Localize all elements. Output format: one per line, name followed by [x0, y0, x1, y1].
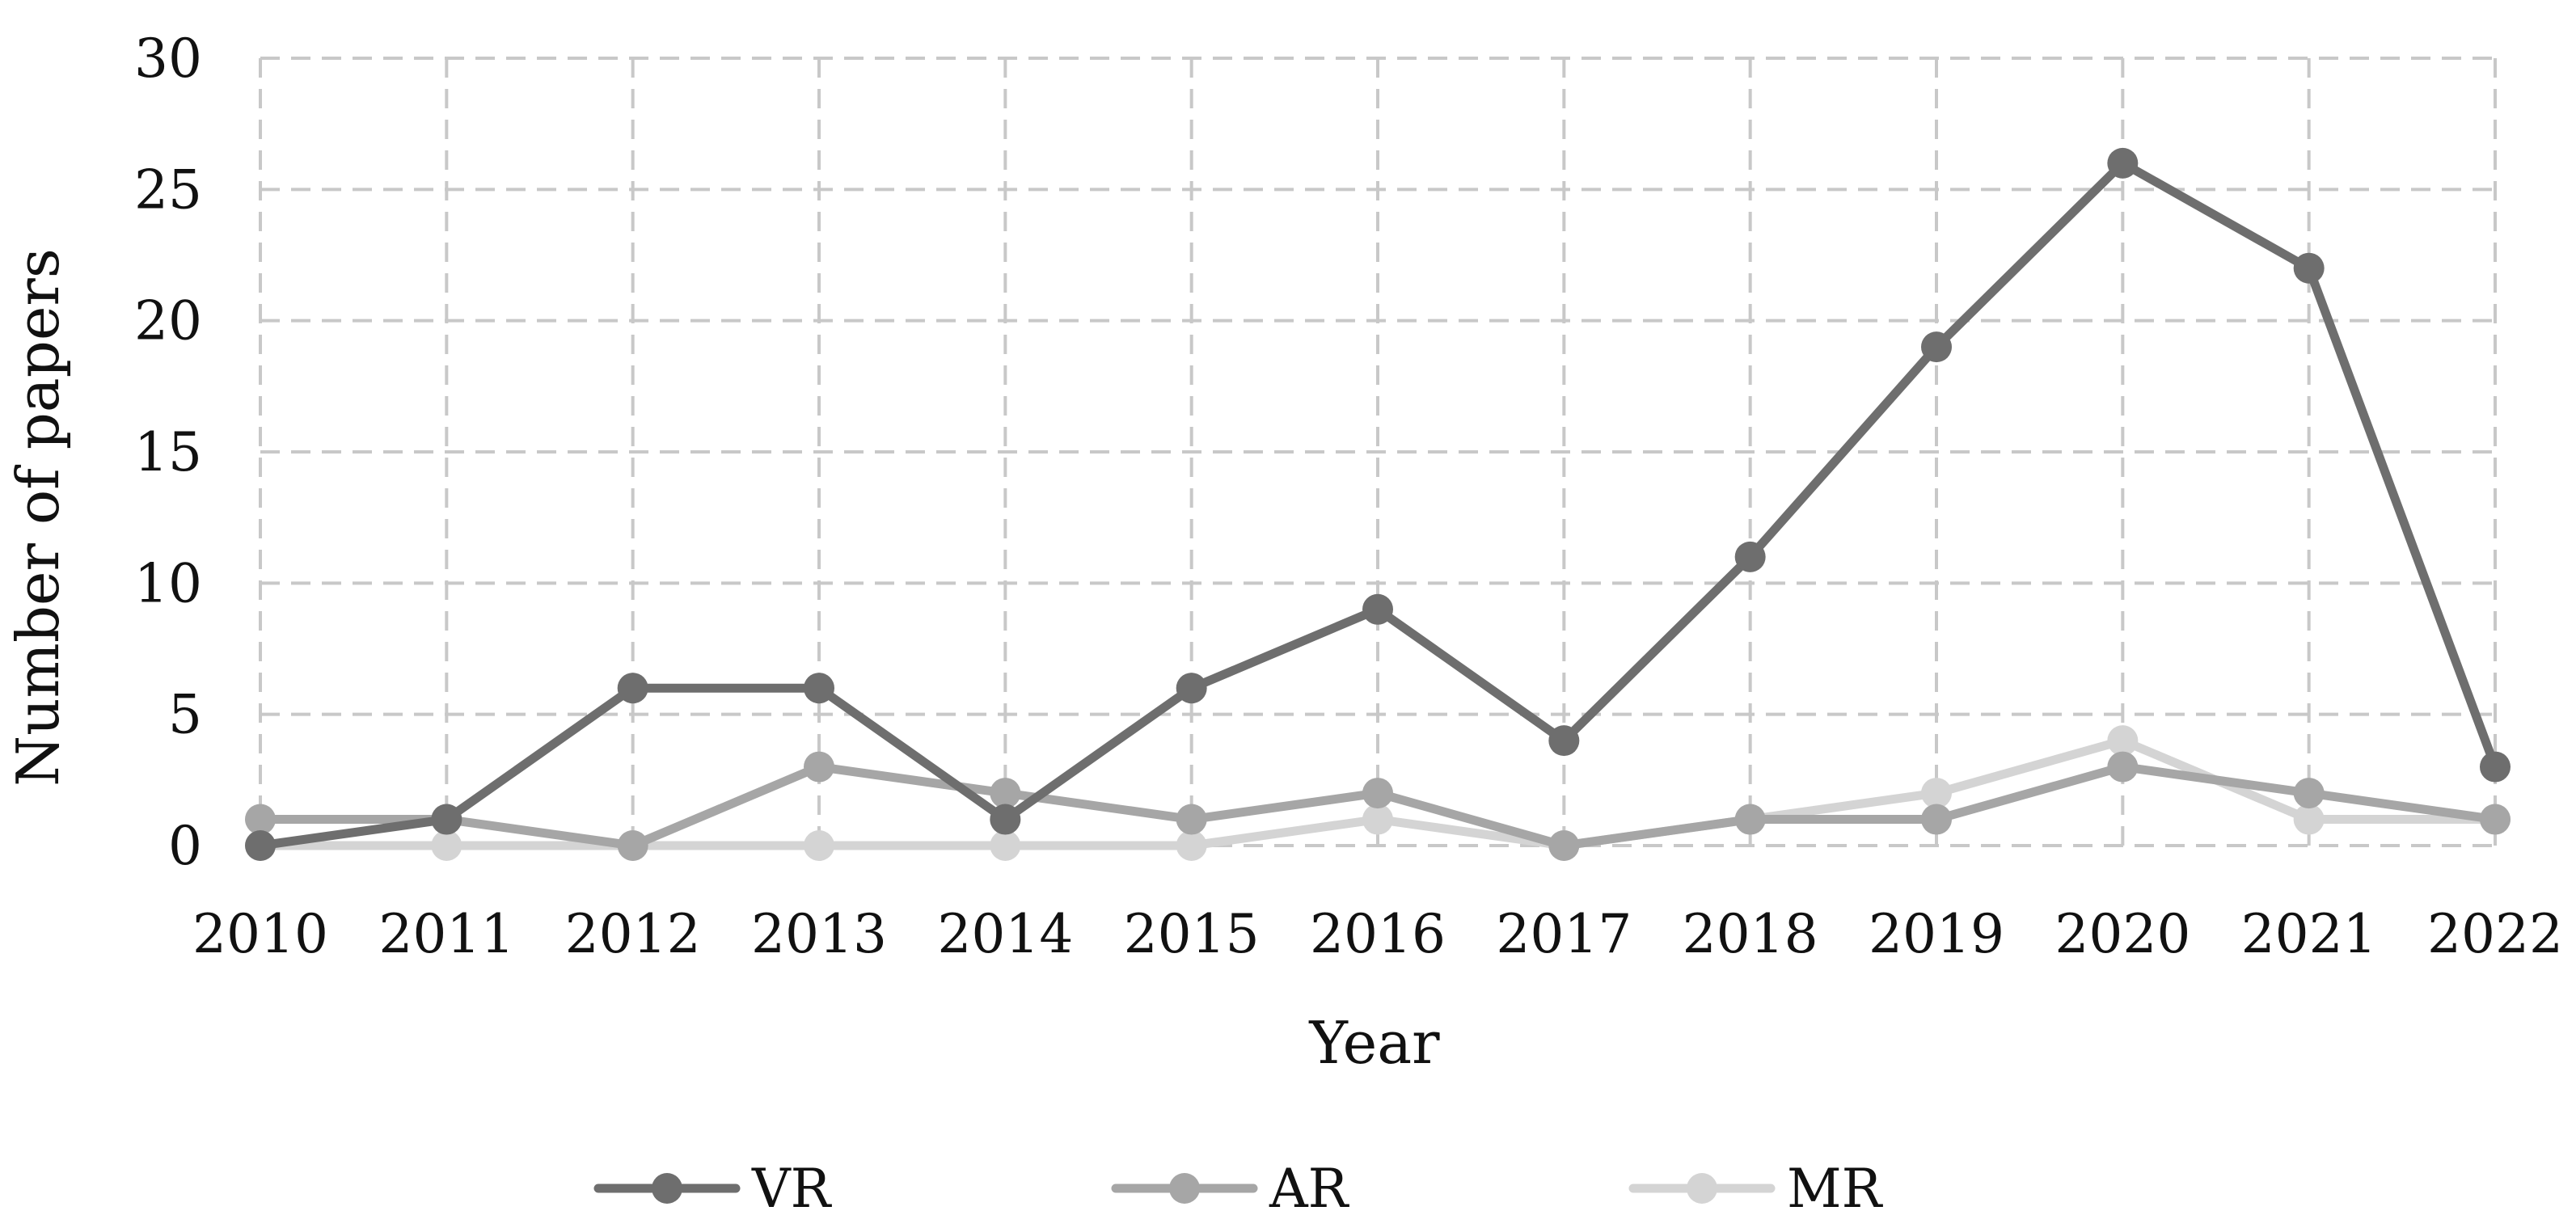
x-axis-title: Year [1308, 1009, 1440, 1077]
data-point-ar-2018 [1734, 804, 1766, 835]
data-point-mr-2014 [990, 830, 1021, 861]
y-tick-label: 25 [134, 158, 202, 221]
y-tick-label: 30 [134, 27, 202, 90]
legend-label: VR [751, 1158, 833, 1220]
legend-item-vr: VR [593, 1158, 833, 1220]
data-point-mr-2019 [1921, 778, 1952, 809]
data-point-mr-2021 [2293, 804, 2325, 835]
x-tick-label: 2022 [2427, 903, 2563, 965]
data-point-vr-2011 [431, 804, 462, 835]
data-point-ar-2015 [1176, 804, 1207, 835]
data-point-ar-2010 [245, 804, 276, 835]
data-point-mr-2020 [2107, 725, 2139, 757]
data-point-ar-2021 [2293, 778, 2325, 809]
series-vr [245, 147, 2511, 861]
data-point-ar-2016 [1362, 778, 1393, 809]
legend-label: MR [1787, 1158, 1884, 1220]
y-axis-title: Number of papers [4, 248, 72, 787]
y-tick-label: 20 [134, 290, 202, 352]
y-tick-label: 5 [168, 684, 202, 746]
x-tick-label: 2011 [378, 903, 514, 965]
data-point-vr-2018 [1734, 541, 1766, 572]
x-tick-label: 2013 [751, 903, 887, 965]
x-axis-tick-labels: 2010 2011 2012 2013 2014 2015 2016 2017 2018 2019… [192, 903, 2563, 965]
legend-marker-mr [1687, 1173, 1717, 1204]
data-point-ar-2012 [617, 830, 648, 861]
x-tick-label: 2018 [1683, 903, 1818, 965]
data-point-mr-2016 [1362, 804, 1393, 835]
data-point-vr-2022 [2480, 751, 2511, 783]
y-tick-label: 15 [134, 421, 202, 483]
data-point-vr-2020 [2107, 147, 2139, 179]
x-tick-label: 2017 [1496, 903, 1632, 965]
legend-marker-vr [652, 1173, 682, 1204]
data-point-mr-2011 [431, 830, 462, 861]
series-ar [245, 751, 2511, 861]
legend-marker-ar [1169, 1173, 1200, 1204]
x-tick-label: 2021 [2241, 903, 2377, 965]
legend-label: AR [1269, 1158, 1350, 1220]
data-point-vr-2010 [245, 830, 276, 861]
data-point-vr-2019 [1921, 331, 1952, 363]
data-point-ar-2017 [1548, 830, 1580, 861]
data-point-ar-2020 [2107, 751, 2139, 783]
legend-item-mr: MR [1628, 1158, 1884, 1220]
data-point-vr-2016 [1362, 593, 1393, 625]
data-point-vr-2012 [617, 673, 648, 704]
data-point-ar-2022 [2480, 804, 2511, 835]
y-tick-label: 0 [168, 815, 202, 877]
series-lines [245, 147, 2511, 861]
data-point-vr-2017 [1548, 725, 1580, 757]
gridlines [259, 57, 2497, 847]
data-point-mr-2013 [804, 830, 834, 861]
data-point-vr-2021 [2293, 252, 2325, 284]
x-tick-label: 2016 [1310, 903, 1446, 965]
data-point-ar-2019 [1921, 804, 1952, 835]
data-point-vr-2014 [990, 804, 1021, 835]
x-tick-label: 2020 [2054, 903, 2190, 965]
y-axis-tick-labels: 0 5 10 15 20 25 30 [134, 27, 202, 877]
x-tick-label: 2015 [1124, 903, 1260, 965]
x-tick-label: 2014 [937, 903, 1073, 965]
x-tick-label: 2019 [1869, 903, 2004, 965]
legend: VR AR MR [593, 1158, 1884, 1220]
data-point-vr-2015 [1176, 673, 1207, 704]
data-point-mr-2015 [1176, 830, 1207, 861]
x-tick-label: 2010 [192, 903, 328, 965]
data-point-vr-2013 [804, 673, 834, 704]
x-tick-label: 2012 [565, 903, 701, 965]
legend-item-ar: AR [1111, 1158, 1350, 1220]
data-point-ar-2014 [990, 778, 1021, 809]
data-point-ar-2013 [804, 751, 834, 783]
y-tick-label: 10 [134, 552, 202, 614]
